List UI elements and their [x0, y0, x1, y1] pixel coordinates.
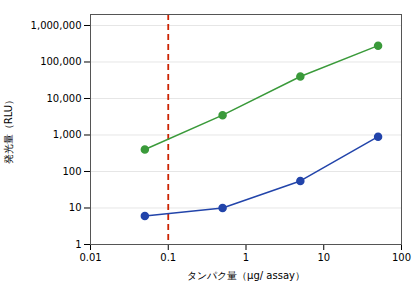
svg-text:1: 1: [75, 239, 81, 250]
svg-text:10,000: 10,000: [47, 93, 82, 104]
svg-text:0.1: 0.1: [160, 252, 176, 263]
svg-text:10: 10: [69, 202, 82, 213]
svg-text:100,000: 100,000: [40, 56, 81, 67]
svg-text:1: 1: [243, 252, 249, 263]
svg-text:タンパク量（μg/ assay）: タンパク量（μg/ assay）: [187, 270, 305, 281]
svg-text:100: 100: [62, 166, 81, 177]
svg-text:100: 100: [392, 252, 411, 263]
svg-text:1,000,000: 1,000,000: [31, 20, 82, 31]
svg-text:発光量（RLU）: 発光量（RLU）: [3, 95, 14, 164]
svg-text:1,000: 1,000: [53, 129, 82, 140]
svg-text:10: 10: [317, 252, 330, 263]
svg-text:0.01: 0.01: [79, 252, 101, 263]
